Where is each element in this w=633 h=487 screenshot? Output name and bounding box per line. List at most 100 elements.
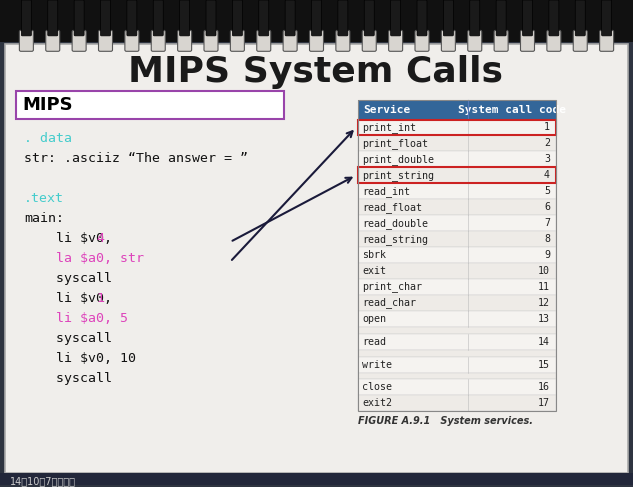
Text: exit2: exit2 xyxy=(362,398,392,409)
Bar xyxy=(358,279,556,295)
FancyBboxPatch shape xyxy=(20,30,34,51)
Text: 7: 7 xyxy=(544,218,550,228)
Text: li $a0, 5: li $a0, 5 xyxy=(24,312,128,325)
FancyBboxPatch shape xyxy=(180,0,190,36)
Text: 4: 4 xyxy=(97,232,104,245)
Text: close: close xyxy=(362,382,392,393)
FancyBboxPatch shape xyxy=(101,0,111,36)
Text: syscall: syscall xyxy=(24,272,112,285)
FancyBboxPatch shape xyxy=(549,0,559,36)
FancyBboxPatch shape xyxy=(336,30,350,51)
FancyBboxPatch shape xyxy=(311,0,322,36)
Bar xyxy=(358,119,556,135)
Bar xyxy=(16,91,284,118)
Text: main:: main: xyxy=(24,212,64,225)
Bar xyxy=(0,0,633,42)
Text: print_double: print_double xyxy=(362,154,434,165)
Bar xyxy=(358,183,556,199)
Text: print_char: print_char xyxy=(362,281,422,292)
Text: li $v0,: li $v0, xyxy=(24,292,120,305)
Bar xyxy=(358,100,556,412)
Text: 6: 6 xyxy=(544,202,550,212)
FancyBboxPatch shape xyxy=(364,0,374,36)
FancyBboxPatch shape xyxy=(599,30,613,51)
Bar xyxy=(358,395,556,412)
FancyBboxPatch shape xyxy=(46,30,60,51)
Text: 15: 15 xyxy=(538,359,550,370)
Bar xyxy=(358,247,556,263)
FancyBboxPatch shape xyxy=(99,30,113,51)
FancyBboxPatch shape xyxy=(338,0,348,36)
Bar xyxy=(358,199,556,215)
Text: MIPS System Calls: MIPS System Calls xyxy=(128,55,503,89)
FancyBboxPatch shape xyxy=(257,30,271,51)
FancyBboxPatch shape xyxy=(259,0,269,36)
FancyBboxPatch shape xyxy=(415,30,429,51)
FancyBboxPatch shape xyxy=(204,30,218,51)
Text: la $a0, str: la $a0, str xyxy=(24,252,144,265)
Bar xyxy=(358,311,556,327)
Text: read_char: read_char xyxy=(362,298,416,308)
FancyBboxPatch shape xyxy=(206,0,216,36)
Text: 14年10月7日星期二: 14年10月7日星期二 xyxy=(10,476,76,486)
FancyBboxPatch shape xyxy=(47,0,58,36)
FancyBboxPatch shape xyxy=(391,0,401,36)
Text: sbrk: sbrk xyxy=(362,250,386,260)
Text: 1: 1 xyxy=(544,123,550,132)
FancyBboxPatch shape xyxy=(496,0,506,36)
Text: 2: 2 xyxy=(544,138,550,149)
Text: 17: 17 xyxy=(538,398,550,409)
Text: exit: exit xyxy=(362,266,386,276)
FancyBboxPatch shape xyxy=(443,0,453,36)
FancyBboxPatch shape xyxy=(468,30,482,51)
Text: read_double: read_double xyxy=(362,218,428,228)
Bar xyxy=(358,231,556,247)
Text: 16: 16 xyxy=(538,382,550,393)
Text: li $v0, 10: li $v0, 10 xyxy=(24,352,136,365)
Text: 14: 14 xyxy=(538,337,550,347)
Bar xyxy=(358,379,556,395)
FancyBboxPatch shape xyxy=(601,0,611,36)
FancyBboxPatch shape xyxy=(494,30,508,51)
Text: syscall: syscall xyxy=(24,372,112,385)
Text: System call code: System call code xyxy=(458,105,566,114)
Text: syscall: syscall xyxy=(24,332,112,345)
FancyBboxPatch shape xyxy=(178,30,192,51)
Text: 12: 12 xyxy=(538,298,550,308)
FancyBboxPatch shape xyxy=(151,30,165,51)
FancyBboxPatch shape xyxy=(362,30,376,51)
Text: . data: . data xyxy=(24,132,72,146)
FancyBboxPatch shape xyxy=(547,30,561,51)
Text: print_string: print_string xyxy=(362,170,434,181)
Bar xyxy=(358,263,556,279)
Text: li $v0,: li $v0, xyxy=(24,232,120,245)
Text: MIPS: MIPS xyxy=(22,95,73,113)
Text: 3: 3 xyxy=(544,154,550,165)
Bar xyxy=(5,44,628,473)
FancyBboxPatch shape xyxy=(22,0,32,36)
FancyBboxPatch shape xyxy=(72,30,86,51)
Text: 5: 5 xyxy=(544,186,550,196)
FancyBboxPatch shape xyxy=(417,0,427,36)
Bar xyxy=(358,334,556,350)
FancyBboxPatch shape xyxy=(310,30,323,51)
Bar xyxy=(358,151,556,168)
Text: write: write xyxy=(362,359,392,370)
Text: 11: 11 xyxy=(538,282,550,292)
FancyBboxPatch shape xyxy=(230,30,244,51)
FancyBboxPatch shape xyxy=(125,30,139,51)
FancyBboxPatch shape xyxy=(520,30,534,51)
Bar xyxy=(358,327,556,334)
Text: print_int: print_int xyxy=(362,122,416,133)
FancyBboxPatch shape xyxy=(285,0,295,36)
Text: read_int: read_int xyxy=(362,186,410,197)
Text: read_string: read_string xyxy=(362,234,428,244)
FancyBboxPatch shape xyxy=(441,30,455,51)
Text: read: read xyxy=(362,337,386,347)
FancyBboxPatch shape xyxy=(573,30,587,51)
Bar xyxy=(0,473,633,485)
Bar xyxy=(358,168,556,183)
Bar xyxy=(358,168,556,183)
FancyBboxPatch shape xyxy=(389,30,403,51)
FancyBboxPatch shape xyxy=(522,0,532,36)
